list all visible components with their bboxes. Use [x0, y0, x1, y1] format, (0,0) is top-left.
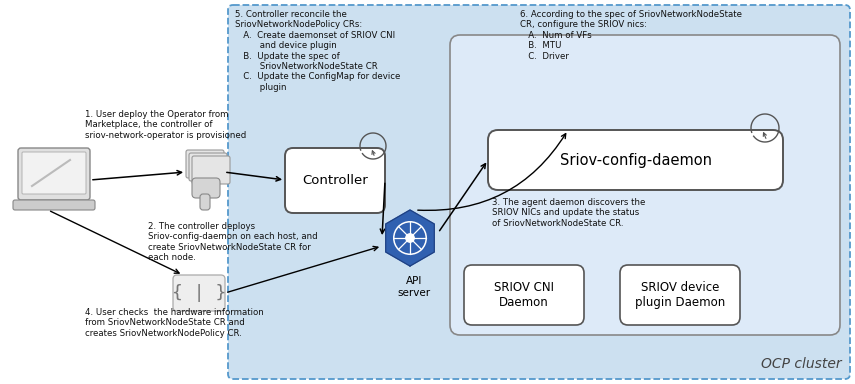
FancyBboxPatch shape [13, 200, 95, 210]
Text: SRIOV CNI
Daemon: SRIOV CNI Daemon [494, 281, 554, 309]
FancyBboxPatch shape [18, 148, 90, 200]
Text: 1. User deploy the Operator from
Marketplace, the controller of
sriov-network-op: 1. User deploy the Operator from Marketp… [85, 110, 246, 140]
Text: 5. Controller reconcile the
SriovNetworkNodePolicy CRs:
   A.  Create daemonset : 5. Controller reconcile the SriovNetwork… [235, 10, 400, 92]
FancyBboxPatch shape [192, 178, 220, 198]
FancyBboxPatch shape [186, 150, 224, 178]
FancyBboxPatch shape [450, 35, 840, 335]
Text: API
server: API server [398, 276, 431, 298]
Circle shape [406, 234, 414, 242]
Text: SRIOV device
plugin Daemon: SRIOV device plugin Daemon [635, 281, 725, 309]
FancyBboxPatch shape [173, 275, 225, 311]
FancyBboxPatch shape [285, 148, 385, 213]
FancyBboxPatch shape [200, 194, 210, 210]
Text: 3. The agent daemon discovers the
SRIOV NICs and update the status
of SriovNetwo: 3. The agent daemon discovers the SRIOV … [492, 198, 646, 228]
Polygon shape [386, 210, 434, 266]
Text: 4. User checks  the hardware information
from SriovNetworkNodeState CR and
creat: 4. User checks the hardware information … [85, 308, 263, 338]
FancyBboxPatch shape [189, 153, 227, 181]
FancyBboxPatch shape [192, 156, 230, 184]
FancyBboxPatch shape [464, 265, 584, 325]
Text: Controller: Controller [302, 174, 368, 187]
Text: Sriov-config-daemon: Sriov-config-daemon [559, 152, 711, 167]
Text: OCP cluster: OCP cluster [761, 357, 842, 371]
FancyBboxPatch shape [22, 152, 86, 194]
FancyBboxPatch shape [488, 130, 783, 190]
FancyBboxPatch shape [620, 265, 740, 325]
Text: 6. According to the spec of SriovNetworkNodeState
CR, configure the SRIOV nics:
: 6. According to the spec of SriovNetwork… [520, 10, 742, 61]
FancyBboxPatch shape [228, 5, 850, 379]
Text: { | }: { | } [172, 284, 227, 302]
Text: 2. The controller deploys
Sriov-config-daemon on each host, and
create SriovNetw: 2. The controller deploys Sriov-config-d… [148, 222, 317, 262]
